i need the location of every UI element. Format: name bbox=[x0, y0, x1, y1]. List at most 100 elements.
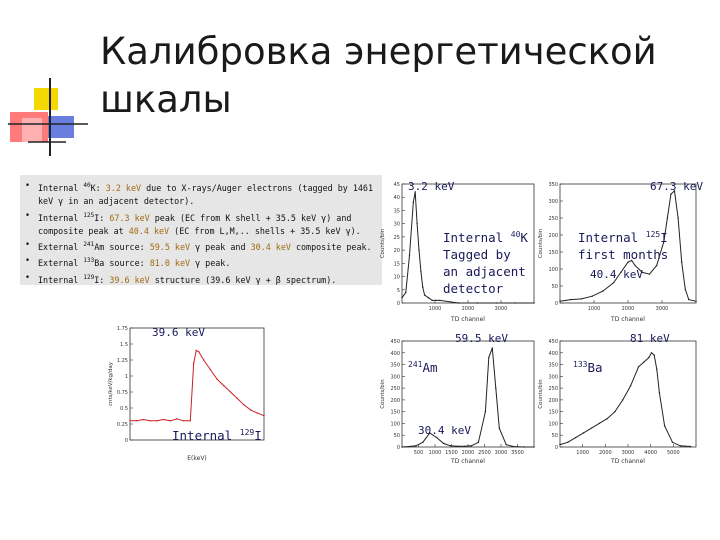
annotation-k40-energy: 3.2 keV bbox=[408, 180, 455, 193]
annotation-am241-name: 241Am bbox=[408, 360, 438, 376]
data-point bbox=[622, 399, 624, 401]
data-point bbox=[427, 297, 430, 299]
data-point bbox=[663, 425, 666, 427]
y-tick-label: 10 bbox=[394, 275, 400, 281]
data-point bbox=[658, 392, 661, 394]
y-axis-label: Counts/bin bbox=[538, 379, 544, 409]
chart-internal-k40: 45 40 35 30 25 20 15 10 5 0 1000 2000 3000 TD channel… bbox=[380, 178, 538, 323]
y-axis-label: cnts/keV/kg/day bbox=[108, 361, 114, 406]
y-tick-label: 50 bbox=[552, 284, 558, 290]
data-point bbox=[533, 302, 535, 304]
y-tick-label: 0.25 bbox=[117, 422, 128, 428]
y-tick-label: 100 bbox=[390, 421, 400, 427]
x-tick-label: 3000 bbox=[495, 450, 508, 456]
data-point bbox=[439, 299, 441, 302]
note-item: • Internal 129I: 39.6 keV structure (39.6… bbox=[25, 271, 337, 285]
y-tick-label: 0 bbox=[397, 445, 400, 451]
plot-frame bbox=[129, 327, 265, 441]
y-tick-label: 1.5 bbox=[120, 342, 128, 348]
note-item: • External 133Ba source: 81.0 keV γ peak. bbox=[25, 255, 231, 269]
x-tick-label: 2000 bbox=[462, 450, 475, 456]
y-tick-label: 15 bbox=[394, 261, 400, 267]
data-point bbox=[423, 294, 426, 296]
data-point bbox=[679, 445, 682, 447]
data-point bbox=[243, 404, 245, 406]
data-point bbox=[209, 368, 212, 371]
x-tick-label: 4000 bbox=[644, 450, 657, 456]
annotation-i129-energy: 39.6 keV bbox=[152, 326, 205, 339]
x-tick-label: 500 bbox=[414, 450, 424, 456]
data-point bbox=[442, 442, 445, 445]
data-point bbox=[491, 347, 494, 349]
data-point bbox=[182, 420, 185, 422]
y-tick-label: 20 bbox=[394, 248, 400, 254]
bullet-icon: • bbox=[25, 209, 31, 220]
x-tick-label: 2000 bbox=[462, 306, 475, 312]
data-point bbox=[630, 259, 633, 262]
data-point bbox=[495, 302, 497, 304]
data-point bbox=[408, 254, 411, 257]
data-point bbox=[522, 446, 525, 448]
data-point bbox=[656, 368, 658, 370]
y-tick-label: 150 bbox=[548, 250, 558, 256]
annotation-ba133-energy: 81 keV bbox=[630, 332, 670, 345]
data-point bbox=[477, 441, 480, 443]
data-point bbox=[249, 409, 252, 411]
data-point bbox=[195, 349, 198, 352]
data-point bbox=[476, 302, 479, 304]
chart-internal-i125: 350 300 250 200 150 100 50 0 1000 2000 3000 TD chan… bbox=[538, 178, 700, 323]
y-tick-label: 50 bbox=[394, 433, 400, 439]
data-point bbox=[401, 297, 403, 299]
chart-svg-ba133: 450 400 350 300 250 200 150 100 50 0 1000 2000 3000 4… bbox=[538, 339, 697, 465]
data-point bbox=[223, 384, 225, 387]
data-point bbox=[129, 420, 131, 422]
data-point bbox=[463, 445, 466, 447]
data-point bbox=[415, 445, 417, 447]
slide-title-line2: шкалы bbox=[100, 78, 232, 121]
data-point bbox=[637, 366, 640, 368]
y-tick-label: 1 bbox=[125, 374, 128, 380]
data-point bbox=[559, 443, 561, 446]
bullet-icon: • bbox=[25, 239, 31, 250]
data-point bbox=[653, 354, 655, 356]
bullet-icon: • bbox=[25, 271, 31, 282]
y-tick-label: 300 bbox=[548, 199, 558, 205]
series-line bbox=[559, 189, 697, 302]
y-tick-label: 1.25 bbox=[117, 358, 128, 364]
x-tick-label: 3500 bbox=[511, 450, 524, 456]
y-axis-label: Counts/bin bbox=[538, 228, 544, 258]
data-point bbox=[559, 300, 561, 302]
data-point bbox=[429, 432, 431, 434]
data-point bbox=[648, 273, 651, 275]
data-point bbox=[203, 359, 205, 361]
x-tick-label: 1000 bbox=[576, 450, 589, 456]
series-line bbox=[130, 349, 265, 422]
y-tick-label: 350 bbox=[390, 363, 400, 369]
data-point bbox=[405, 291, 407, 294]
y-tick-label: 200 bbox=[548, 233, 558, 239]
data-point bbox=[650, 352, 653, 354]
slide-title: Калибровка энергетической шкалы bbox=[100, 28, 700, 124]
data-point bbox=[457, 302, 460, 304]
y-tick-label: 100 bbox=[548, 267, 558, 273]
y-tick-label: 35 bbox=[394, 208, 400, 214]
data-point bbox=[606, 418, 608, 420]
data-point bbox=[671, 441, 674, 443]
bullet-icon: • bbox=[25, 180, 31, 190]
data-point bbox=[688, 298, 690, 301]
y-tick-label: 0.5 bbox=[120, 406, 128, 412]
x-tick-label: 3000 bbox=[656, 306, 669, 312]
data-point bbox=[401, 446, 403, 448]
y-tick-label: 400 bbox=[390, 351, 400, 357]
data-point bbox=[236, 397, 238, 400]
x-tick-label: 3000 bbox=[495, 306, 508, 312]
slide-title-line1: Калибровка энергетической bbox=[100, 30, 657, 73]
data-point bbox=[197, 350, 200, 353]
data-point bbox=[484, 410, 487, 413]
data-point bbox=[598, 422, 600, 425]
y-tick-label: 300 bbox=[390, 374, 400, 380]
bullet-icon: • bbox=[25, 255, 31, 266]
data-point bbox=[505, 443, 507, 446]
y-tick-label: 450 bbox=[390, 339, 400, 345]
